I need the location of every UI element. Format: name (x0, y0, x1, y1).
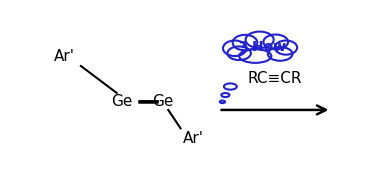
Ellipse shape (239, 49, 271, 63)
Ellipse shape (246, 32, 274, 48)
Circle shape (221, 93, 229, 97)
Circle shape (224, 83, 237, 90)
Text: Ge: Ge (111, 94, 133, 109)
Ellipse shape (233, 35, 257, 50)
Ellipse shape (263, 35, 288, 49)
Text: ? How: ? How (239, 40, 286, 54)
Text: Ar': Ar' (54, 49, 75, 64)
Text: RC≡CR: RC≡CR (247, 71, 302, 86)
Text: Ge: Ge (152, 94, 174, 109)
Ellipse shape (275, 40, 297, 55)
Ellipse shape (223, 40, 246, 56)
Circle shape (220, 101, 225, 103)
Text: Ar': Ar' (183, 131, 204, 146)
Ellipse shape (235, 40, 285, 55)
Ellipse shape (268, 47, 293, 61)
Ellipse shape (228, 46, 251, 60)
